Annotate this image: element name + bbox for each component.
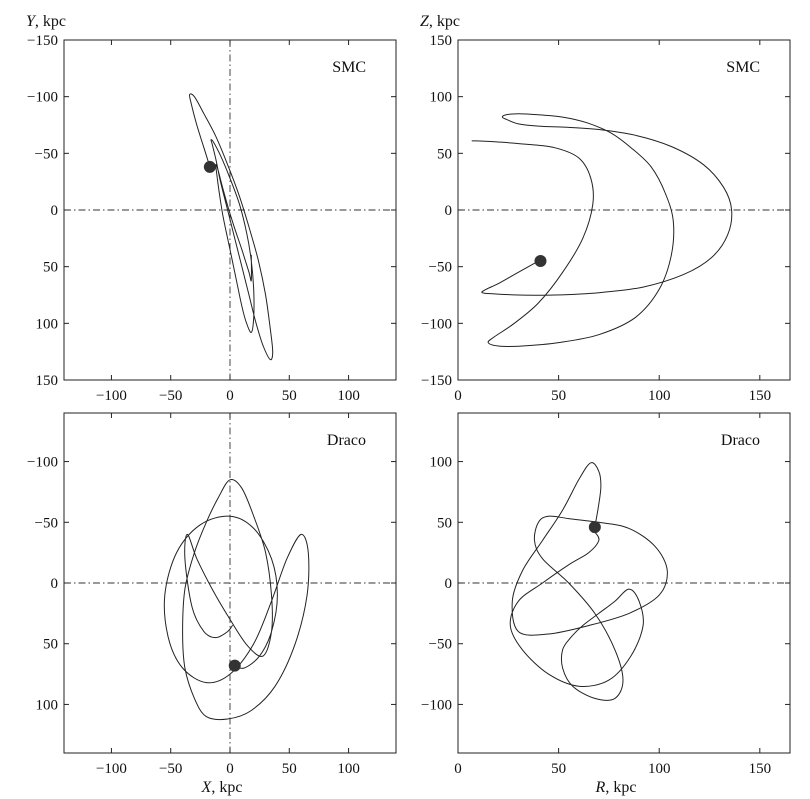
- draco-xy-current-position-marker: [228, 659, 241, 672]
- smc-rz-current-position-marker: [534, 255, 547, 267]
- draco-rz-x-tick-label: 50: [551, 761, 566, 777]
- smc-xy-current-position-marker: [203, 160, 216, 173]
- draco-xy-x-tick-label: −100: [96, 761, 127, 777]
- draco-xy-y-tick-label: −50: [35, 515, 58, 531]
- smc-rz-y-tick-label: −50: [429, 260, 452, 276]
- smc-xy-panel-label: SMC: [332, 59, 366, 76]
- smc-xy-x-tick-label: −100: [96, 388, 127, 404]
- smc-rz-x-tick-label: 100: [648, 388, 671, 404]
- draco-xy-x-tick-label: 0: [226, 761, 234, 777]
- smc-xy-y-tick-label: −50: [35, 146, 58, 162]
- draco-rz-panel: 0 50 100 150 −100 −50 0 50 100 R, kpc Draco: [421, 412, 791, 796]
- smc-rz-y-tick-label: 0: [445, 203, 453, 219]
- smc-rz-y-tick-label: 100: [430, 90, 453, 106]
- draco-xy-x-tick-label: 100: [337, 761, 360, 777]
- smc-xy-y-tick-label: 50: [43, 260, 58, 276]
- draco-rz-x-tick-label: 0: [454, 761, 462, 777]
- draco-xy-y-tick-label: −100: [27, 455, 58, 471]
- smc-rz-x-tick-label: 0: [454, 388, 462, 404]
- draco-xy-x-tick-label: −50: [159, 761, 182, 777]
- draco-xy-x-tick-label: 50: [282, 761, 297, 777]
- smc-rz-y-axis-label: Z, kpc: [420, 13, 460, 30]
- draco-xy-orbit-line: [163, 478, 310, 721]
- smc-rz-y-tick-label: 50: [437, 146, 452, 162]
- smc-xy-y-tick-label: 150: [36, 373, 59, 389]
- draco-xy-x-axis-label: X, kpc: [201, 779, 243, 796]
- draco-rz-x-tick-label: 100: [648, 761, 671, 777]
- draco-rz-orbit-line: [509, 462, 668, 701]
- draco-rz-y-tick-label: 100: [430, 455, 453, 471]
- draco-rz-x-axis-label: R, kpc: [595, 779, 637, 796]
- smc-rz-y-tick-label: 150: [430, 33, 453, 49]
- smc-xy-x-tick-label: 100: [337, 388, 360, 404]
- smc-rz-orbit-line: [471, 113, 733, 347]
- smc-xy-y-tick-label: 100: [36, 316, 59, 332]
- draco-rz-y-tick-label: 0: [445, 576, 453, 592]
- smc-rz-x-tick-label: 50: [551, 388, 566, 404]
- smc-xy-orbit-line: [188, 93, 274, 361]
- smc-xy-x-tick-label: 0: [226, 388, 234, 404]
- smc-rz-panel: 0 50 100 150 −150 −100 −50 0 50 100 150 Z, kpc SMC: [420, 13, 791, 404]
- draco-xy-panel-label: Draco: [327, 432, 366, 449]
- draco-rz-y-tick-label: 50: [437, 515, 452, 531]
- draco-xy-panel: −100 −50 0 50 100 −100 −50 0 50 100 X, kpc Draco: [27, 412, 397, 796]
- draco-rz-panel-label: Draco: [721, 432, 760, 449]
- smc-xy-y-tick-label: −150: [27, 33, 58, 49]
- smc-rz-y-tick-label: −100: [421, 316, 452, 332]
- smc-xy-y-axis-label: Y, kpc: [26, 13, 66, 30]
- draco-xy-y-tick-label: 0: [51, 576, 59, 592]
- smc-rz-panel-label: SMC: [726, 59, 760, 76]
- smc-xy-panel: −100 −50 0 50 100 −150 −100 −50 0 50 100 150 Y, kpc S…: [26, 13, 397, 404]
- draco-rz-y-tick-label: −50: [429, 637, 452, 653]
- draco-xy-y-tick-label: 50: [43, 637, 58, 653]
- smc-xy-x-tick-label: 50: [282, 388, 297, 404]
- smc-rz-x-tick-label: 150: [749, 388, 772, 404]
- smc-xy-x-tick-label: −50: [159, 388, 182, 404]
- draco-rz-y-tick-label: −100: [421, 697, 452, 713]
- draco-xy-y-tick-label: 100: [36, 697, 59, 713]
- draco-rz-current-position-marker: [588, 521, 601, 534]
- smc-rz-y-tick-label: −150: [421, 373, 452, 389]
- draco-rz-x-tick-label: 150: [749, 761, 772, 777]
- smc-xy-y-tick-label: 0: [51, 203, 59, 219]
- smc-xy-y-tick-label: −100: [27, 90, 58, 106]
